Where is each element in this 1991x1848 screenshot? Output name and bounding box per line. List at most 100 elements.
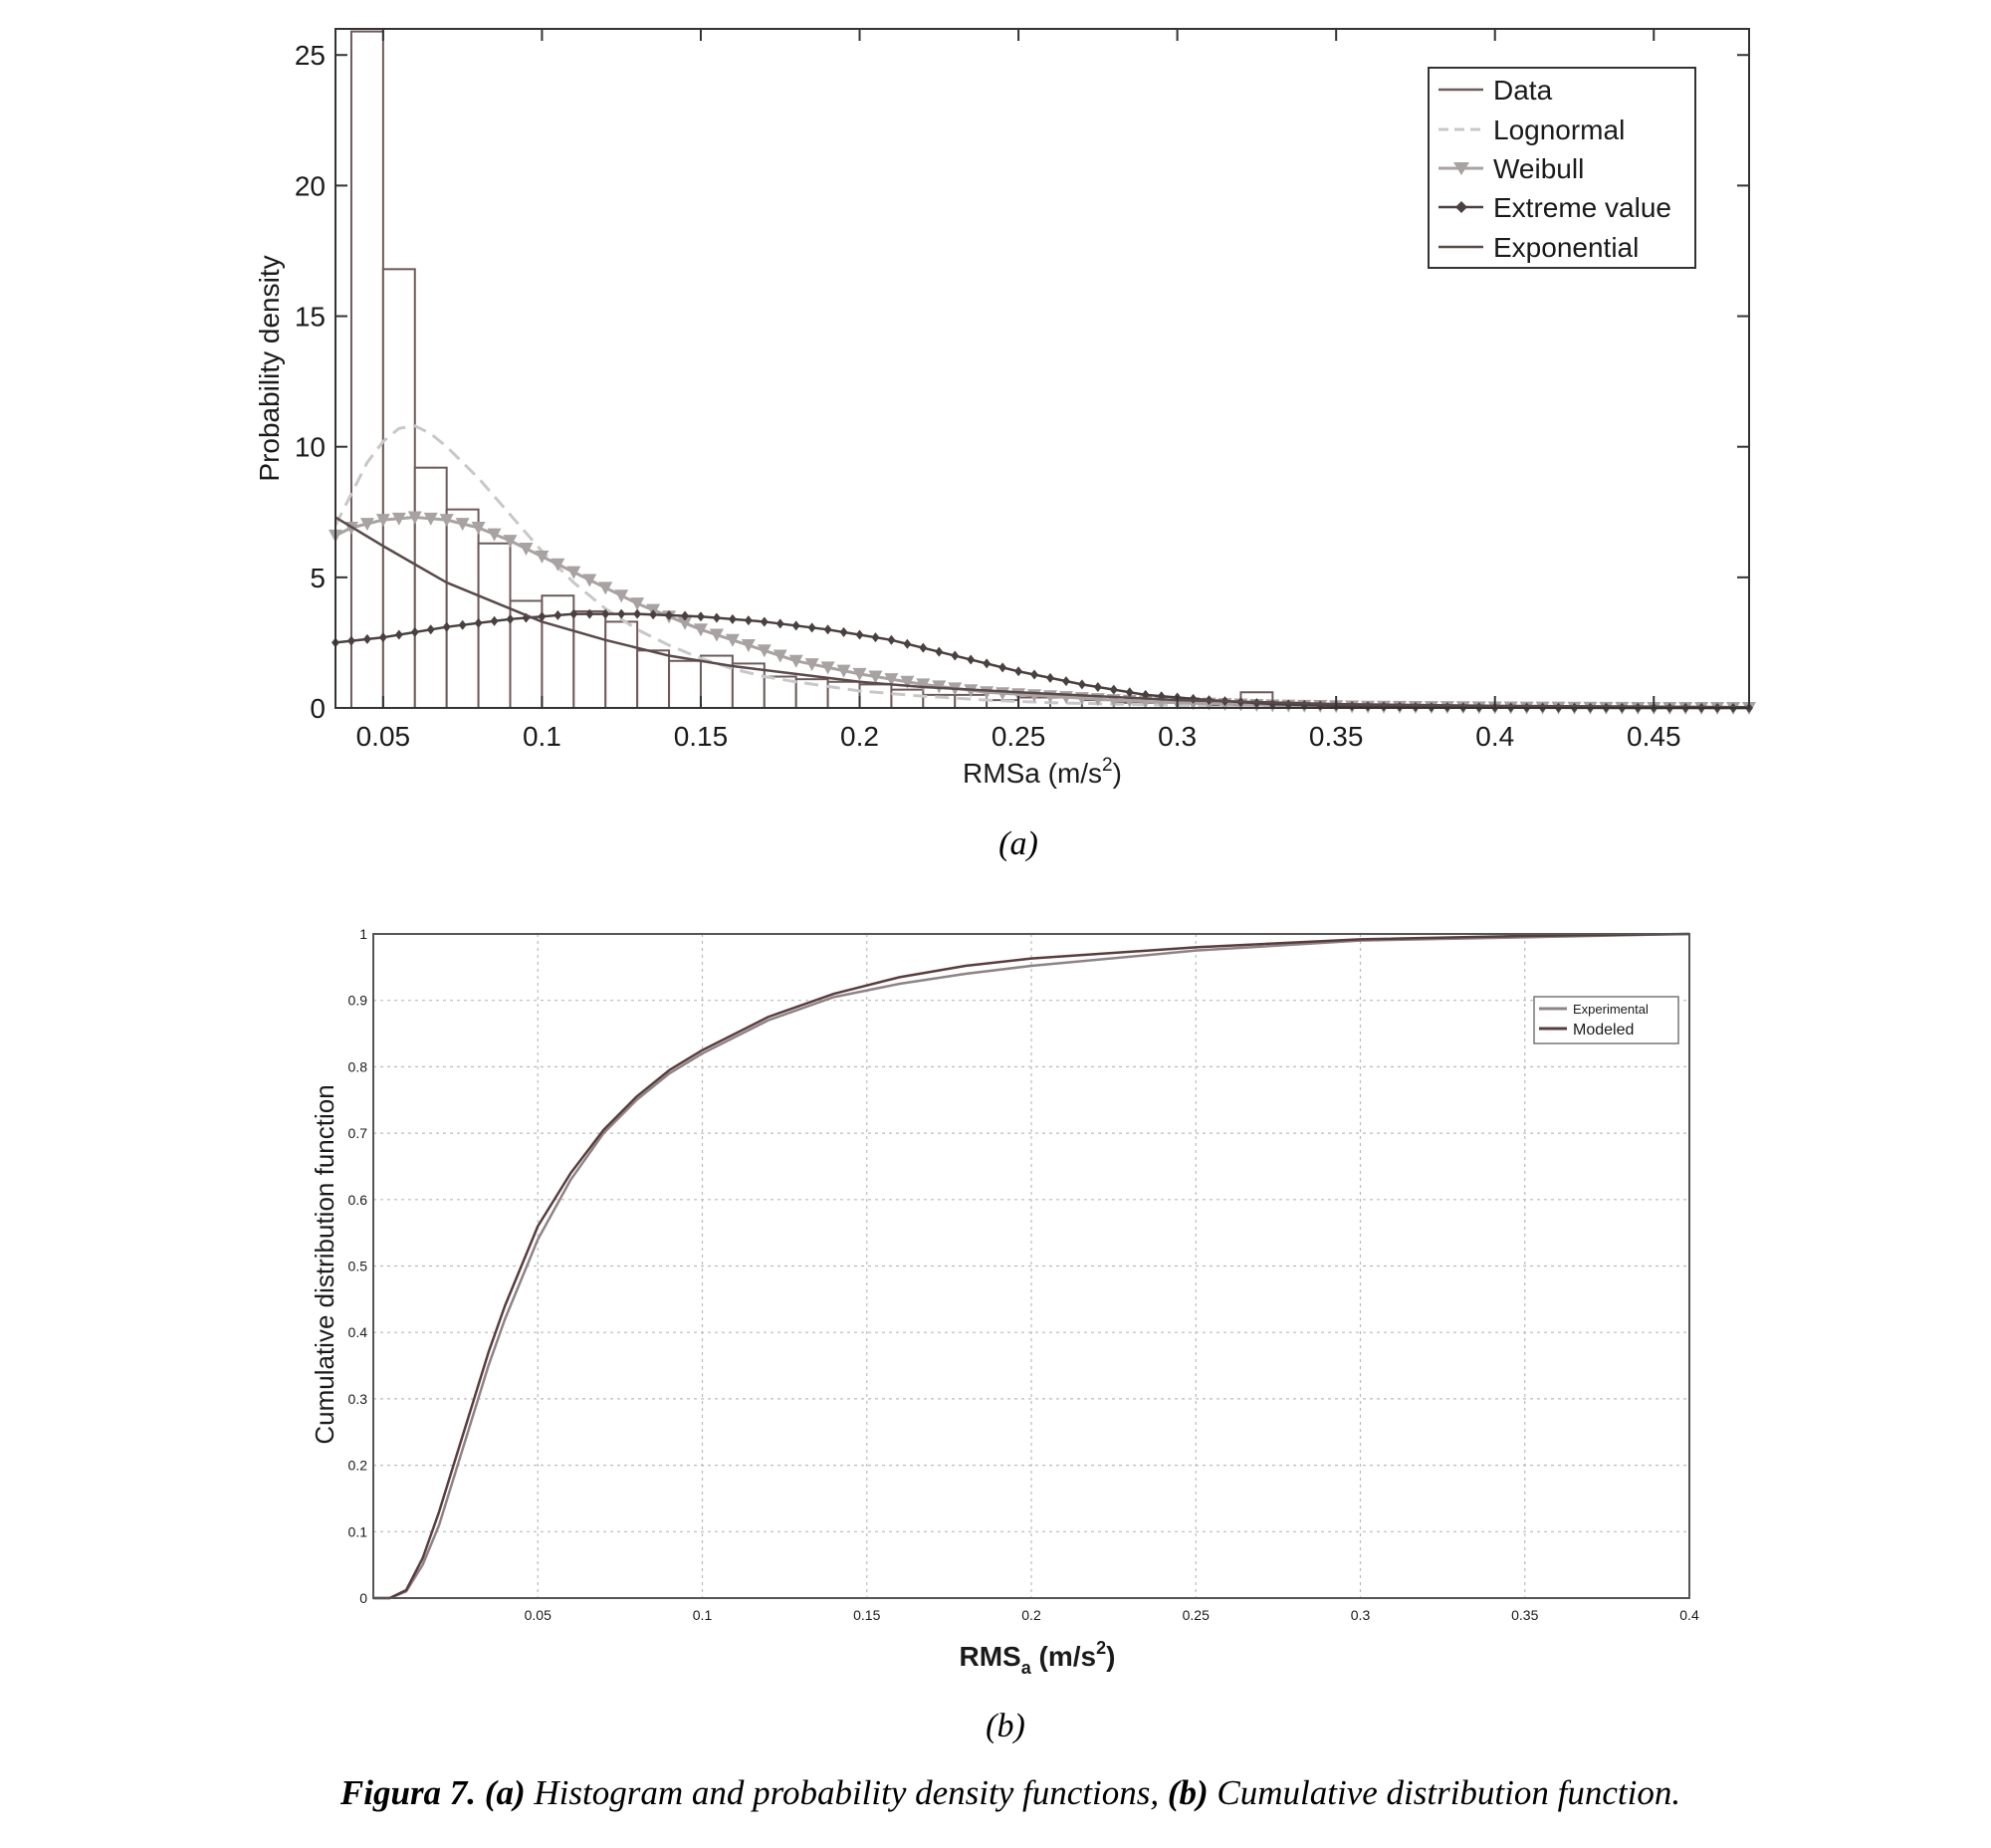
marker-weibull — [709, 628, 724, 642]
y-tick-label: 15 — [295, 302, 326, 333]
x-tick-label: 0.4 — [1475, 721, 1514, 752]
figure-caption: Figura 7. (a) Histogram and probability … — [339, 1773, 1680, 1812]
marker-weibull — [693, 623, 708, 637]
x-tick-label: 0.35 — [1309, 721, 1364, 752]
marker-weibull — [836, 664, 851, 678]
marker-weibull — [471, 522, 486, 536]
y-axis-label-b: Cumulative distribution function — [310, 1084, 339, 1444]
marker-weibull — [630, 597, 645, 611]
y-tick-label: 0.1 — [348, 1523, 368, 1539]
marker-extreme-value — [617, 608, 626, 619]
marker-extreme-value — [712, 612, 721, 623]
histogram-bar — [445, 508, 480, 709]
histogram-bar — [604, 620, 639, 710]
marker-extreme-value — [919, 642, 928, 653]
x-axis-ticks-a: 0.05 0.1 0.15 0.2 0.25 0.3 0.35 0.4 0.45 — [356, 29, 1681, 752]
marker-extreme-value — [601, 608, 610, 619]
legend-a: Data Lognormal Weibull Extreme value Exp… — [1428, 67, 1696, 269]
marker-extreme-value — [1109, 684, 1118, 695]
x-tick-label: 0.25 — [1183, 1607, 1210, 1623]
marker-extreme-value — [744, 615, 753, 626]
marker-weibull — [852, 667, 867, 681]
marker-weibull — [519, 542, 534, 556]
marker-extreme-value — [410, 626, 419, 637]
legend-label-lognormal: Lognormal — [1493, 115, 1625, 145]
x-axis-label-a: RMSa (m/s2) — [963, 755, 1122, 789]
marker-extreme-value — [1093, 682, 1102, 693]
x-tick-label: 0.05 — [356, 721, 411, 752]
marker-weibull — [582, 574, 597, 587]
legend-label-weibull: Weibull — [1493, 153, 1584, 184]
marker-weibull — [455, 518, 470, 532]
marker-weibull — [900, 675, 915, 689]
legend-label-modeled: Modeled — [1573, 1022, 1634, 1039]
marker-weibull — [551, 558, 565, 572]
x-tick-label: 0.1 — [693, 1607, 713, 1623]
y-tick-label: 0.3 — [348, 1391, 368, 1407]
marker-weibull — [391, 512, 406, 526]
marker-weibull — [439, 514, 454, 528]
y-tick-label: 0.5 — [348, 1259, 368, 1274]
histogram-bar — [349, 30, 384, 710]
x-tick-label: 0.15 — [853, 1607, 880, 1623]
marker-extreme-value — [839, 626, 848, 637]
marker-weibull — [788, 654, 803, 668]
y-tick-label: 20 — [295, 170, 326, 201]
marker-extreme-value — [775, 618, 784, 629]
marker-weibull — [757, 644, 772, 658]
marker-extreme-value — [681, 610, 690, 621]
x-axis-ticks-b: 0.05 0.1 0.15 0.2 0.25 0.3 0.35 0.4 — [525, 1607, 1699, 1623]
marker-weibull — [868, 670, 883, 684]
marker-extreme-value — [760, 616, 769, 627]
x-tick-label: 0.05 — [525, 1607, 552, 1623]
marker-weibull — [535, 550, 550, 564]
marker-extreme-value — [823, 624, 832, 635]
histogram-bar — [890, 688, 925, 710]
y-tick-label: 5 — [310, 563, 326, 593]
x-tick-label: 0.2 — [840, 721, 879, 752]
marker-weibull — [741, 639, 756, 653]
histogram-bar — [858, 683, 893, 710]
marker-extreme-value — [585, 608, 594, 619]
histogram-bar — [413, 466, 448, 709]
x-tick-label: 0.15 — [674, 721, 729, 752]
y-tick-label: 0.7 — [348, 1125, 368, 1141]
y-tick-label: 0 — [310, 693, 326, 724]
x-tick-label: 0.45 — [1627, 721, 1681, 752]
marker-weibull — [916, 678, 931, 692]
marker-extreme-value — [569, 608, 578, 619]
y-tick-label: 0 — [359, 1590, 367, 1606]
marker-weibull — [678, 616, 693, 630]
x-tick-label: 0.25 — [992, 721, 1046, 752]
marker-extreme-value — [553, 609, 562, 620]
marker-extreme-value — [426, 624, 435, 635]
marker-extreme-value — [696, 611, 705, 622]
marker-extreme-value — [871, 632, 880, 643]
legend-label-data: Data — [1493, 75, 1553, 106]
marker-weibull — [423, 512, 438, 526]
legend-marker-weibull — [1453, 162, 1469, 175]
marker-extreme-value — [855, 629, 864, 640]
x-tick-label: 0.3 — [1158, 721, 1197, 752]
cdf-curve-experimental — [373, 932, 1690, 1600]
marker-extreme-value — [1077, 679, 1086, 690]
marker-weibull — [407, 511, 422, 525]
histogram-bar — [668, 659, 702, 709]
y-axis-ticks-b: 0 0.1 0.2 0.3 0.4 0.5 0.6 0.7 0.8 0.9 1 — [348, 926, 368, 1606]
marker-extreme-value — [967, 654, 976, 665]
marker-extreme-value — [442, 621, 451, 632]
marker-extreme-value — [1030, 669, 1039, 680]
marker-extreme-value — [807, 622, 816, 633]
legend-label-extreme: Extreme value — [1493, 192, 1671, 223]
y-tick-label: 0.8 — [348, 1058, 368, 1074]
marker-extreme-value — [394, 629, 403, 640]
marker-extreme-value — [1061, 676, 1070, 687]
marker-extreme-value — [362, 633, 371, 644]
marker-extreme-value — [1014, 666, 1023, 677]
marker-extreme-value — [649, 609, 658, 620]
y-tick-label: 0.6 — [348, 1192, 368, 1208]
y-tick-label: 10 — [295, 432, 326, 463]
marker-extreme-value — [935, 646, 944, 657]
marker-weibull — [566, 566, 581, 579]
